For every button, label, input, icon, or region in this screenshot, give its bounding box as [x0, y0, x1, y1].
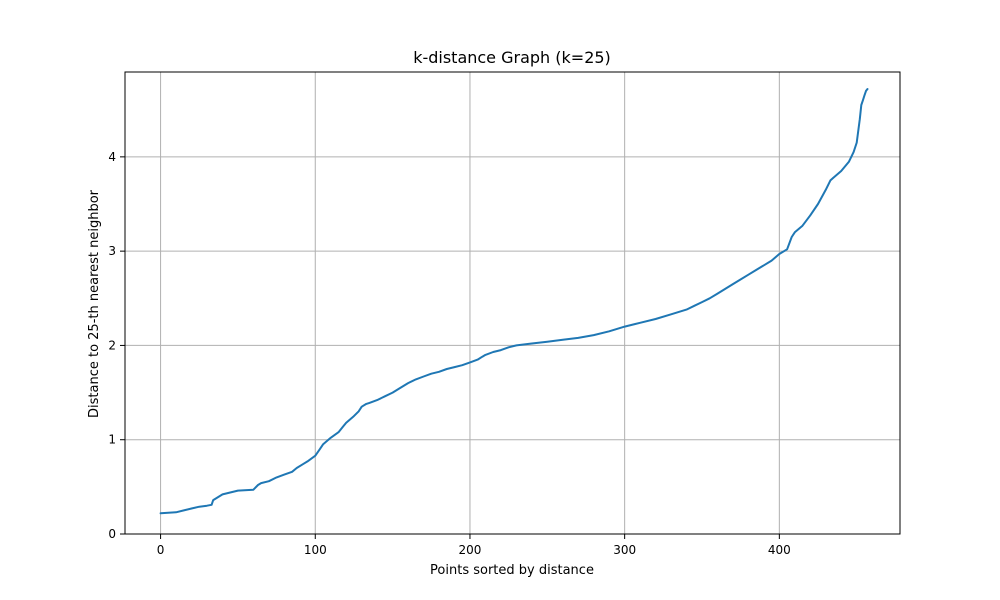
- x-axis-label: Points sorted by distance: [430, 563, 594, 578]
- x-tick-label: 100: [304, 543, 327, 557]
- y-tick-label: 4: [108, 150, 116, 164]
- y-axis-label: Distance to 25-th nearest neighbor: [87, 189, 102, 418]
- y-axis: 0 1 2 3 4: [108, 150, 125, 541]
- y-tick-label: 1: [108, 433, 116, 447]
- y-tick-label: 2: [108, 338, 116, 352]
- series-line: [159, 88, 869, 515]
- y-tick-label: 0: [108, 527, 116, 541]
- x-tick-label: 400: [768, 543, 791, 557]
- y-tick-label: 3: [108, 244, 116, 258]
- x-axis: 0 100 200 300 400: [157, 534, 791, 557]
- x-tick-label: 0: [157, 543, 165, 557]
- series-layer: [159, 88, 869, 515]
- plot-frame: [124, 71, 901, 535]
- x-tick-label: 200: [459, 543, 482, 557]
- x-tick-label: 300: [613, 543, 636, 557]
- grid: [125, 72, 900, 535]
- chart-title: k-distance Graph (k=25): [413, 48, 611, 67]
